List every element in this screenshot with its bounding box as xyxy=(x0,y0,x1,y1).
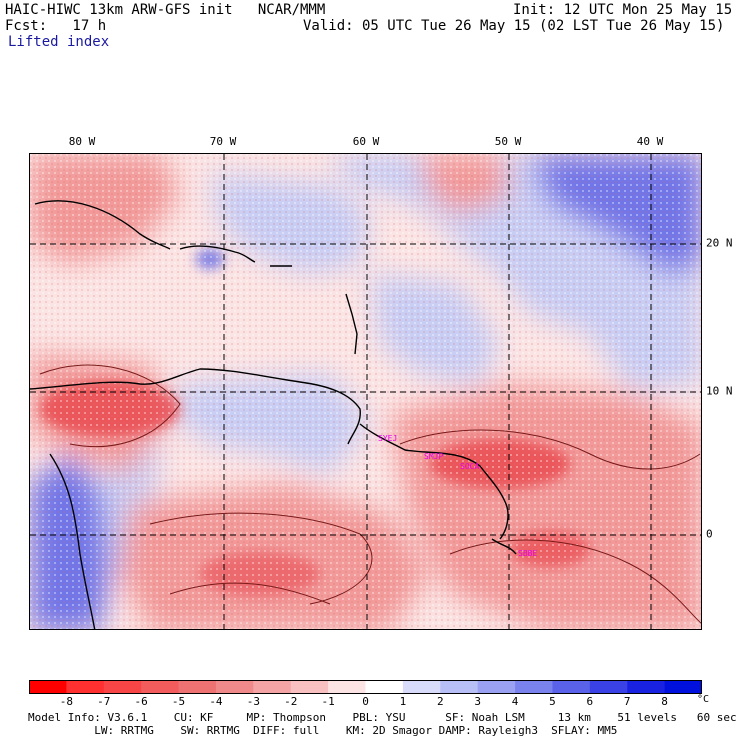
coastline-amazon-mouth xyxy=(491,538,517,555)
colorbar-cell xyxy=(402,680,441,694)
model-info-line2: LW: RRTMG SW: RRTMG DIFF: full KM: 2D Sm… xyxy=(28,724,618,737)
colorbar-tick-label: 1 xyxy=(399,695,407,708)
lon-label-70w: 70 W xyxy=(209,135,237,148)
lifted-index-map: SYEJ SMJP SOCA SBBE xyxy=(29,153,702,630)
coastline-guianas xyxy=(359,423,509,540)
coastlines xyxy=(30,200,517,629)
contour-line xyxy=(449,539,701,624)
colorbar-tick-label: 7 xyxy=(623,695,631,708)
colorbar-cell xyxy=(103,680,142,694)
lon-label-60w: 60 W xyxy=(352,135,380,148)
station-label-smjp: SMJP xyxy=(424,452,443,461)
colorbar-cell xyxy=(664,680,702,694)
colorbar-tick-label: 4 xyxy=(511,695,519,708)
forecast-hour: Fcst: 17 h xyxy=(5,18,107,34)
colorbar-cell xyxy=(515,680,553,694)
colorbar-cell xyxy=(253,680,292,694)
colorbar-tick-label: 5 xyxy=(549,695,556,708)
model-info-line1: Model Info: V3.6.1 CU: KF MP: Thompson P… xyxy=(28,711,737,724)
lon-label-50w: 50 W xyxy=(494,135,522,148)
lat-lon-grid xyxy=(30,154,701,629)
contour-lines xyxy=(39,364,701,624)
colorbar-cell xyxy=(365,680,404,694)
coastline-lesser-antilles xyxy=(345,293,358,355)
init-time: Init: 12 UTC Mon 25 May 15 xyxy=(513,2,733,18)
colorbar-cell xyxy=(328,680,366,694)
colorbar-tick-label: -7 xyxy=(97,695,111,708)
colorbar-tick-label: 3 xyxy=(474,695,481,708)
colorbar-tick-label: -1 xyxy=(321,695,335,708)
colorbar-cell xyxy=(627,680,666,694)
lon-label-40w: 40 W xyxy=(636,135,664,148)
coastline-pacific xyxy=(49,453,96,629)
station-label-sbbe: SBBE xyxy=(518,549,537,558)
colorbar-tick-label: 6 xyxy=(586,695,594,708)
lat-label-10n: 10 N xyxy=(706,384,733,398)
coastline-caribbean-south xyxy=(30,368,361,445)
colorbar-tick-label: -2 xyxy=(284,695,298,708)
colorbar-tick-label: -4 xyxy=(209,695,223,708)
colorbar-cell xyxy=(552,680,591,694)
station-label-soca: SOCA xyxy=(460,462,479,471)
colorbar-cell xyxy=(477,680,516,694)
colorbar-cell xyxy=(66,680,105,694)
colorbar-tick-label: 0 xyxy=(362,695,369,708)
colorbar-unit: °C xyxy=(697,694,710,705)
map-title: HAIC-HIWC 13km ARW-GFS init NCAR/MMM xyxy=(5,2,326,18)
field-name: Lifted index xyxy=(8,34,110,50)
colorbar-cell xyxy=(290,680,329,694)
lon-label-80w: 80 W xyxy=(68,135,96,148)
colorbar-tick-label: 8 xyxy=(661,695,668,708)
colorbar-tick-label: -5 xyxy=(171,695,186,708)
colorbar-cell xyxy=(141,680,180,694)
colorbar-cell xyxy=(440,680,479,694)
coastline-hispaniola xyxy=(179,245,256,263)
colorbar-border xyxy=(29,680,702,694)
colorbar-cell xyxy=(29,680,67,694)
colorbar-tick-label: -3 xyxy=(246,695,260,708)
colorbar-tick-label: -8 xyxy=(59,695,73,708)
station-label-syej: SYEJ xyxy=(378,434,397,443)
colorbar-cells xyxy=(29,680,702,694)
lat-label-equator: 0 xyxy=(706,527,713,541)
colorbar-tick-label: -6 xyxy=(134,695,148,708)
valid-time: Valid: 05 UTC Tue 26 May 15 (02 LST Tue … xyxy=(303,18,725,34)
colorbar-cell xyxy=(215,680,254,694)
station-labels: SYEJ SMJP SOCA SBBE xyxy=(378,434,537,558)
contour-line xyxy=(399,429,701,470)
lat-label-20n: 20 N xyxy=(706,236,733,250)
colorbar-cell xyxy=(178,680,217,694)
contour-line xyxy=(39,364,181,448)
colorbar-tick-label: 2 xyxy=(436,695,444,708)
contour-line xyxy=(149,512,373,605)
map-canvas: SYEJ SMJP SOCA SBBE xyxy=(30,154,701,629)
colorbar-cell xyxy=(589,680,628,694)
colorbar xyxy=(29,680,702,694)
coastline-cuba xyxy=(34,200,171,250)
contour-line xyxy=(169,582,331,605)
